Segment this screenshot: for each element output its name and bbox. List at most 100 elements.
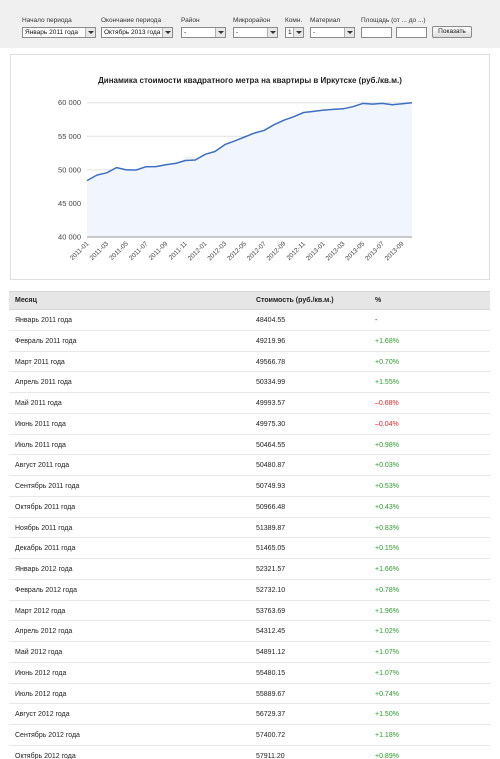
price-cell: 50480.87 <box>256 462 286 470</box>
x-tick-label: 2011-05 <box>108 240 130 262</box>
table-row: Декабрь 2011 года 51465.05 +0.15% <box>9 538 490 559</box>
period-start-filter: Начало периода Январь 2011 года <box>22 17 96 38</box>
x-tick-label: 2013-01 <box>305 240 327 262</box>
month-cell: Октябрь 2011 года <box>15 503 76 511</box>
x-tick-label: 2012-07 <box>246 240 268 262</box>
percent-cell: +0.43% <box>375 503 399 511</box>
table-row: Июль 2011 года 50464.55 +0.98% <box>9 435 490 456</box>
period-end-label: Окончание периода <box>101 17 162 24</box>
price-cell: 51389.87 <box>256 524 286 532</box>
table-row: Май 2012 года 54891.12 +1.07% <box>9 642 490 663</box>
table-row: Март 2011 года 49566.78 +0.70% <box>9 352 490 373</box>
percent-cell: +1.66% <box>375 566 399 573</box>
price-cell: 55889.67 <box>256 690 286 698</box>
month-cell: Март 2012 года <box>15 607 66 615</box>
y-tick-label: 40 000 <box>58 233 81 242</box>
month-cell: Октябрь 2012 года <box>15 752 76 759</box>
price-cell: 48404.55 <box>256 317 286 324</box>
district-filter: Район - <box>181 17 226 38</box>
month-cell: Январь 2011 года <box>15 317 73 324</box>
show-button[interactable]: Показать <box>432 26 472 38</box>
period-start-select[interactable]: Январь 2011 года <box>22 27 96 38</box>
percent-cell: +1.18% <box>375 732 399 739</box>
area-from-input[interactable] <box>361 27 392 38</box>
table-header: Месяц Стоимость (руб./кв.м.) % <box>9 291 490 310</box>
x-tick-label: 2011-11 <box>168 240 189 261</box>
percent-cell: +1.07% <box>375 649 399 656</box>
price-cell: 56729.37 <box>256 711 286 719</box>
percent-cell: +1.55% <box>375 379 399 387</box>
period-end-select[interactable]: Октябрь 2013 года <box>101 27 173 38</box>
x-tick-label: 2012-11 <box>286 240 308 262</box>
table-row: Сентябрь 2011 года 50749.93 +0.53% <box>9 476 490 497</box>
price-cell: 51465.05 <box>256 545 286 553</box>
month-cell: Март 2011 года <box>15 358 65 366</box>
table-row: Февраль 2011 года 49219.96 +1.68% <box>9 331 490 352</box>
x-tick-label: 2012-05 <box>226 240 248 262</box>
series-area <box>87 102 412 237</box>
header-month: Месяц <box>15 297 37 304</box>
material-filter: Материал - <box>310 17 355 38</box>
month-cell: Сентябрь 2012 года <box>15 732 80 739</box>
period-end-value: Октябрь 2013 года <box>104 29 161 36</box>
price-cell: 50966.48 <box>256 503 286 511</box>
rooms-select[interactable]: 1 <box>285 27 304 38</box>
price-cell: 50749.93 <box>256 483 286 490</box>
x-tick-label: 2012-01 <box>187 240 209 262</box>
chevron-down-icon <box>215 28 225 37</box>
table-row: Май 2011 года 49993.57 –0.68% <box>9 393 490 414</box>
month-cell: Июль 2012 года <box>15 690 67 698</box>
price-cell: 50334.99 <box>256 379 286 387</box>
price-cell: 52321.57 <box>256 566 286 573</box>
chart-title: Динамика стоимости квадратного метра на … <box>98 76 402 85</box>
month-cell: Август 2012 года <box>15 711 70 719</box>
month-cell: Январь 2012 года <box>15 566 73 573</box>
period-start-label: Начало периода <box>22 17 72 24</box>
percent-cell: +0.03% <box>375 462 399 470</box>
district-select[interactable]: - <box>181 27 226 38</box>
microdistrict-value: - <box>236 29 239 36</box>
table-row: Июнь 2011 года 49975.30 –0.04% <box>9 414 490 435</box>
table-row: Июнь 2012 года 55480.15 +1.07% <box>9 663 490 684</box>
area-to-input[interactable] <box>395 27 427 38</box>
month-cell: Июнь 2011 года <box>15 420 66 428</box>
period-start-value: Январь 2011 года <box>25 29 78 36</box>
month-cell: Май 2011 года <box>15 400 62 407</box>
header-percent: % <box>375 297 382 304</box>
rooms-value: 1 <box>288 29 292 36</box>
y-tick-label: 55 000 <box>58 132 81 141</box>
period-end-filter: Окончание периода Октябрь 2013 года <box>101 17 173 38</box>
x-tick-label: 2011-09 <box>148 240 170 262</box>
y-tick-label: 45 000 <box>58 199 81 208</box>
chevron-down-icon <box>162 28 172 37</box>
table-row: Март 2012 года 53763.69 +1.96% <box>9 601 490 622</box>
percent-cell: +0.78% <box>375 586 399 594</box>
month-cell: Сентябрь 2011 года <box>15 483 80 490</box>
month-cell: Июнь 2012 года <box>15 669 67 677</box>
percent-cell: +0.70% <box>375 358 399 366</box>
y-tick-label: 60 000 <box>58 98 81 107</box>
percent-cell: +1.50% <box>375 711 399 719</box>
chevron-down-icon <box>293 28 303 37</box>
district-label: Район <box>181 17 200 24</box>
month-cell: Апрель 2011 года <box>15 379 72 387</box>
chevron-down-icon <box>85 28 95 37</box>
table-body: Январь 2011 года 48404.55 - Февраль 2011 го… <box>9 310 490 759</box>
price-cell: 53763.69 <box>256 607 286 615</box>
x-tick-label: 2011-03 <box>89 240 111 262</box>
table-row: Ноябрь 2011 года 51389.87 +0.83% <box>9 518 490 539</box>
microdistrict-select[interactable]: - <box>233 27 278 38</box>
month-cell: Февраль 2011 года <box>15 337 77 345</box>
rooms-label: Комн. <box>285 17 303 24</box>
price-cell: 49975.30 <box>256 420 286 428</box>
material-value: - <box>313 29 316 36</box>
month-cell: Декабрь 2011 года <box>15 545 76 553</box>
price-cell: 49219.96 <box>256 337 286 345</box>
price-cell: 57911.20 <box>256 752 285 759</box>
material-select[interactable]: - <box>310 27 355 38</box>
price-cell: 49993.57 <box>256 400 286 407</box>
month-cell: Апрель 2012 года <box>15 628 73 636</box>
percent-cell: +0.89% <box>375 752 399 759</box>
table-row: Август 2011 года 50480.87 +0.03% <box>9 455 490 476</box>
